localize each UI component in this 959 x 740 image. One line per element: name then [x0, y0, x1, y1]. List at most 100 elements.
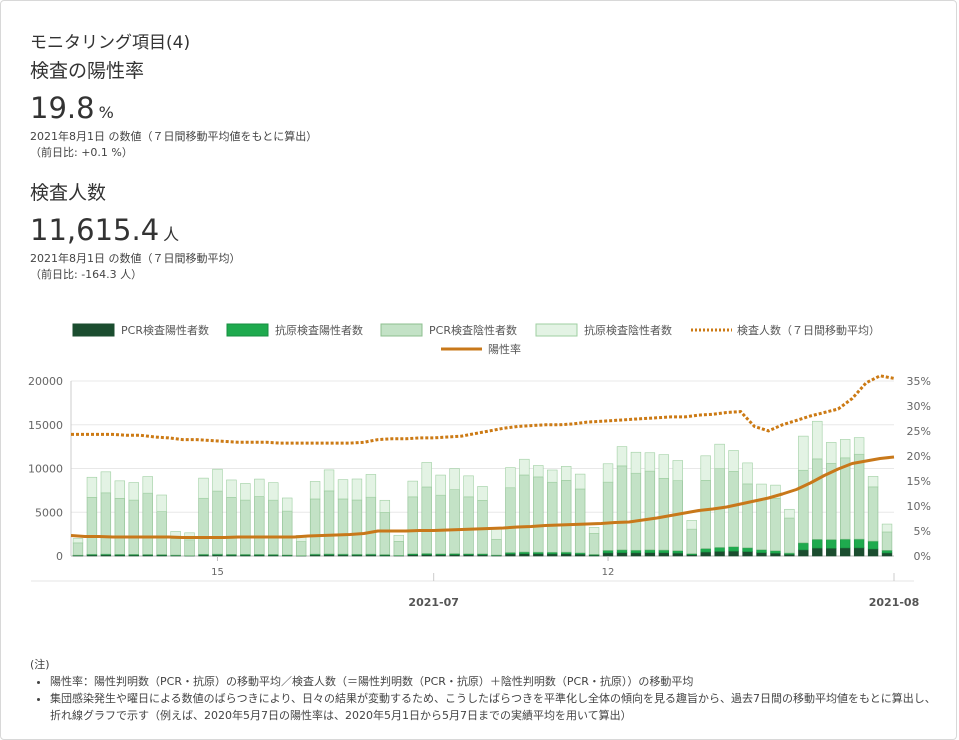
bar-pcr-negative — [603, 482, 613, 550]
bar-antigen-negative — [408, 481, 418, 497]
bar-pcr-negative — [282, 511, 292, 555]
tests-value: 11,615.4 — [30, 213, 159, 247]
bar-antigen-negative — [798, 436, 808, 470]
bar-pcr-negative — [213, 491, 223, 554]
bar-pcr-negative — [659, 478, 669, 550]
positive-rate-note: 2021年8月1日 の数値（７日間移動平均値をもとに算出） （前日比: +0.1… — [30, 129, 317, 161]
bar-pcr-negative — [199, 498, 209, 554]
bar-antigen-positive — [701, 549, 711, 553]
bar-antigen-negative — [436, 475, 446, 495]
bar-antigen-negative — [561, 466, 571, 480]
bar-pcr-negative — [157, 512, 167, 555]
bar-pcr-negative — [380, 513, 390, 555]
bar-pcr-negative — [227, 497, 237, 554]
bar-pcr-negative — [310, 499, 320, 554]
bar-antigen-positive — [868, 541, 878, 549]
bar-antigen-negative — [199, 478, 209, 498]
bars-group — [73, 421, 892, 556]
bar-antigen-positive — [645, 550, 655, 553]
bar-pcr-positive — [603, 553, 613, 556]
bar-pcr-negative — [798, 470, 808, 543]
bar-antigen-negative — [687, 520, 697, 529]
bar-pcr-negative — [729, 471, 739, 546]
bar-pcr-negative — [492, 539, 502, 555]
bar-pcr-positive — [506, 554, 516, 556]
bar-pcr-negative — [352, 500, 362, 554]
bar-pcr-negative — [771, 498, 781, 551]
bar-antigen-negative — [645, 453, 655, 471]
y-right-tick-label: 10% — [907, 500, 931, 513]
positive-rate-value: 19.8 — [30, 91, 95, 125]
bar-pcr-negative — [171, 538, 181, 555]
tests-note: 2021年8月1日 の数値（７日間移動平均） （前日比: -164.3 人） — [30, 251, 241, 283]
bar-pcr-negative — [547, 482, 557, 552]
bar-pcr-negative — [757, 500, 767, 550]
bar-pcr-positive — [617, 553, 627, 556]
bar-antigen-negative — [701, 456, 711, 481]
bar-pcr-positive — [645, 553, 655, 556]
bar-antigen-negative — [478, 486, 488, 500]
bar-pcr-negative — [408, 497, 418, 554]
legend-swatch-1 — [73, 324, 114, 336]
bar-pcr-negative — [533, 477, 543, 552]
bar-antigen-positive — [743, 548, 753, 552]
bar-pcr-negative — [240, 500, 250, 554]
bar-pcr-negative — [687, 529, 697, 554]
y-left-tick-label: 20000 — [28, 375, 63, 388]
bar-pcr-positive — [771, 553, 781, 556]
bar-antigen-negative — [826, 442, 836, 463]
y-left-tick-label: 15000 — [28, 419, 63, 432]
bar-antigen-negative — [464, 476, 474, 497]
legend-label-tests-avg: 検査人数（７日間移動平均） — [737, 323, 880, 337]
bar-antigen-positive — [854, 539, 864, 548]
bar-pcr-negative — [882, 532, 892, 550]
bar-pcr-negative — [185, 540, 195, 556]
bar-antigen-positive — [812, 539, 822, 548]
bar-pcr-negative — [743, 484, 753, 548]
bar-antigen-negative — [73, 539, 83, 543]
positive-rate-diff: （前日比: +0.1 %） — [30, 145, 317, 161]
bar-pcr-negative — [338, 499, 348, 554]
bar-antigen-negative — [575, 474, 585, 489]
legend-swatch-3 — [381, 324, 422, 336]
bar-pcr-negative — [366, 497, 376, 554]
bar-antigen-negative — [268, 483, 278, 501]
bar-pcr-negative — [506, 488, 516, 553]
legend-swatch-4 — [536, 324, 577, 336]
bar-antigen-negative — [812, 421, 822, 459]
bar-antigen-negative — [338, 480, 348, 499]
bar-antigen-positive — [617, 550, 627, 553]
bar-antigen-negative — [101, 472, 111, 493]
bar-antigen-negative — [729, 450, 739, 471]
bar-pcr-negative — [589, 533, 599, 554]
bar-antigen-negative — [450, 469, 460, 490]
y-right-tick-label: 20% — [907, 450, 931, 463]
y-right-tick-label: 0% — [914, 550, 931, 563]
bar-pcr-negative — [450, 490, 460, 554]
bar-antigen-negative — [422, 462, 432, 487]
bar-antigen-negative — [631, 452, 641, 473]
month-label: 2021-07 — [408, 596, 459, 609]
bar-antigen-negative — [840, 439, 850, 457]
bar-pcr-negative — [812, 459, 822, 540]
bar-pcr-positive — [812, 548, 822, 556]
tests-diff: （前日比: -164.3 人） — [30, 267, 241, 283]
bar-antigen-positive — [729, 547, 739, 551]
bar-pcr-negative — [784, 518, 794, 553]
bar-antigen-negative — [589, 527, 599, 533]
bar-pcr-negative — [324, 491, 334, 554]
bar-pcr-positive — [840, 548, 850, 556]
bar-antigen-negative — [380, 500, 390, 512]
bar-antigen-positive — [757, 550, 767, 553]
tests-unit: 人 — [163, 225, 179, 244]
bar-antigen-negative — [282, 498, 292, 511]
bar-pcr-positive — [673, 553, 683, 556]
bar-antigen-negative — [366, 474, 376, 497]
metric-positive-rate-title: 検査の陽性率 — [30, 56, 144, 83]
positive-rate-unit: % — [99, 103, 114, 122]
x-tick-label: 12 — [602, 567, 615, 578]
y-left-tick-label: 10000 — [28, 463, 63, 476]
bar-antigen-positive — [715, 547, 725, 551]
bar-antigen-negative — [240, 483, 250, 500]
